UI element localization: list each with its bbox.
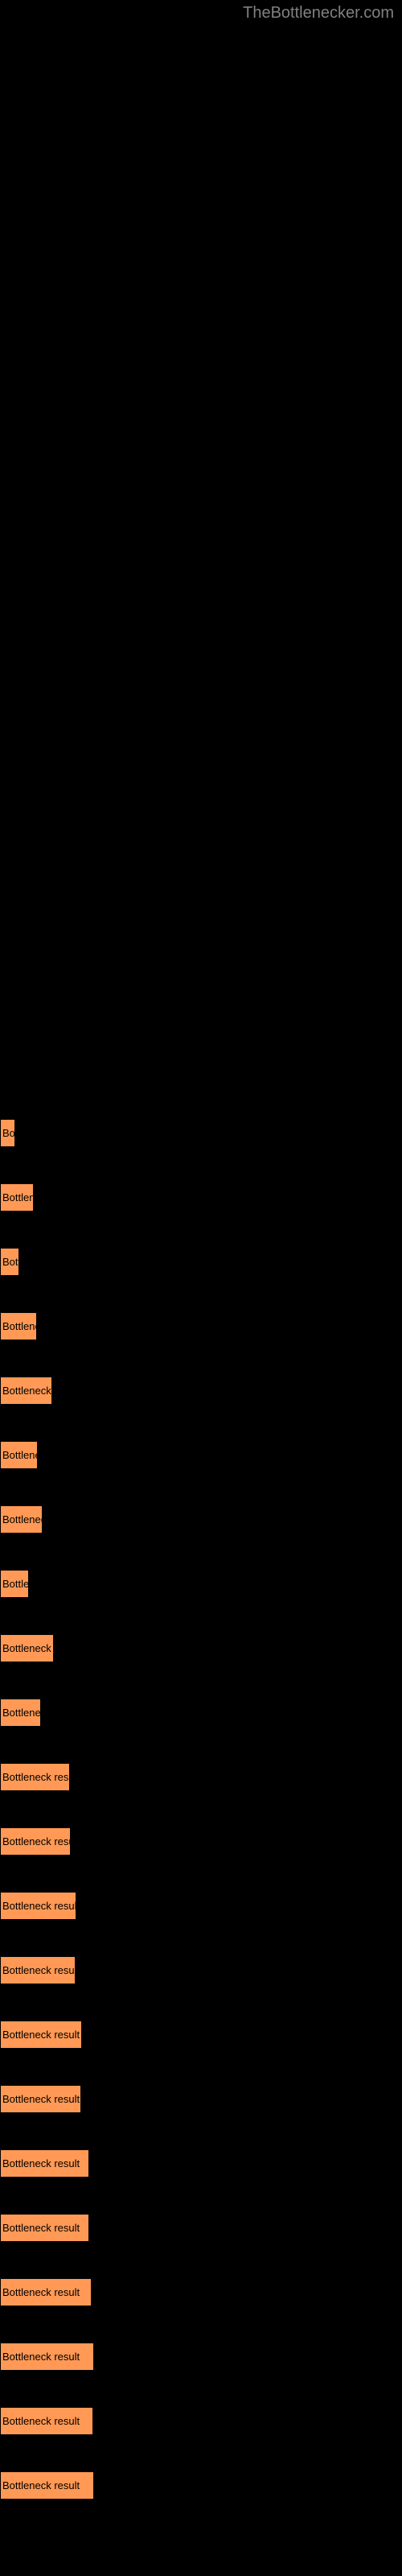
bar-label: Bottleneck result [2, 2222, 80, 2234]
bar-label: Bottleneck result [2, 1191, 33, 1203]
bar-5: Bottleneck result [0, 1441, 38, 1469]
bar-label: Bottleneck result [2, 2157, 80, 2169]
bar-15: Bottleneck result [0, 2085, 81, 2113]
bar-17: Bottleneck result [0, 2214, 89, 2242]
bar-label: Bottleneck result [2, 1835, 70, 1847]
bar-label: Bottleneck result [2, 2479, 80, 2491]
bar-row: Bottleneck result [0, 2085, 402, 2113]
bar-2: Bottleneck result [0, 1248, 19, 1276]
bar-label: Bottleneck result [2, 2415, 80, 2427]
bar-label: Bottleneck result [2, 1964, 75, 1976]
bar-20: Bottleneck result [0, 2407, 93, 2435]
bar-8: Bottleneck result [0, 1634, 54, 1662]
bar-6: Bottleneck result [0, 1505, 43, 1534]
bar-row: Bottleneck result [0, 1312, 402, 1340]
bar-3: Bottleneck result [0, 1312, 37, 1340]
bar-row: Bottleneck result [0, 1505, 402, 1534]
bar-row: Bottleneck result [0, 2021, 402, 2049]
bar-row: Bottleneck result [0, 2343, 402, 2371]
bar-label: Bottleneck result [2, 1320, 36, 1332]
bar-19: Bottleneck result [0, 2343, 94, 2371]
bar-row: Bottleneck result [0, 1827, 402, 1856]
bar-18: Bottleneck result [0, 2278, 92, 2306]
bar-label: Bottleneck result [2, 1900, 76, 1912]
bar-21: Bottleneck result [0, 2471, 94, 2500]
bar-label: Bottleneck result [2, 1127, 14, 1139]
bar-row: Bottleneck result [0, 1441, 402, 1469]
bar-label: Bottleneck result [2, 1771, 69, 1783]
bar-label: Bottleneck result [2, 1449, 37, 1461]
bar-row: Bottleneck result [0, 1956, 402, 1984]
bar-row: Bottleneck result [0, 1377, 402, 1405]
bar-row: Bottleneck result [0, 1570, 402, 1598]
bar-10: Bottleneck result [0, 1763, 70, 1791]
bar-row: Bottleneck result [0, 2278, 402, 2306]
bar-label: Bottleneck result [2, 2351, 80, 2363]
bar-label: Bottleneck result [2, 2093, 80, 2105]
bar-1: Bottleneck result [0, 1183, 34, 1212]
bar-label: Bottleneck result [2, 1256, 18, 1268]
bar-14: Bottleneck result [0, 2021, 82, 2049]
bar-7: Bottleneck result [0, 1570, 29, 1598]
bar-label: Bottleneck result [2, 1707, 40, 1719]
bar-label: Bottleneck result [2, 1513, 42, 1525]
bar-chart: Bottleneck result Bottleneck result Bott… [0, 1119, 402, 2536]
bar-row: Bottleneck result [0, 1248, 402, 1276]
bar-11: Bottleneck result [0, 1827, 71, 1856]
bar-row: Bottleneck result [0, 2149, 402, 2178]
bar-row: Bottleneck result [0, 1892, 402, 1920]
watermark: TheBottlenecker.com [243, 4, 394, 23]
bar-9: Bottleneck result [0, 1699, 41, 1727]
bar-0: Bottleneck result [0, 1119, 15, 1147]
bar-label: Bottleneck result [2, 1578, 28, 1590]
bar-12: Bottleneck result [0, 1892, 76, 1920]
bar-row: Bottleneck result [0, 1763, 402, 1791]
bar-13: Bottleneck result [0, 1956, 76, 1984]
bar-4: Bottleneck result [0, 1377, 52, 1405]
bar-row: Bottleneck result [0, 1634, 402, 1662]
bar-label: Bottleneck result [2, 2286, 80, 2298]
bar-row: Bottleneck result [0, 1119, 402, 1147]
bar-label: Bottleneck result [2, 1642, 53, 1654]
bar-row: Bottleneck result [0, 1183, 402, 1212]
bar-label: Bottleneck result [2, 1385, 51, 1397]
bar-row: Bottleneck result [0, 2407, 402, 2435]
bar-row: Bottleneck result [0, 2471, 402, 2500]
bar-row: Bottleneck result [0, 2214, 402, 2242]
bar-label: Bottleneck result [2, 2029, 80, 2041]
bar-row: Bottleneck result [0, 1699, 402, 1727]
bar-16: Bottleneck result [0, 2149, 89, 2178]
